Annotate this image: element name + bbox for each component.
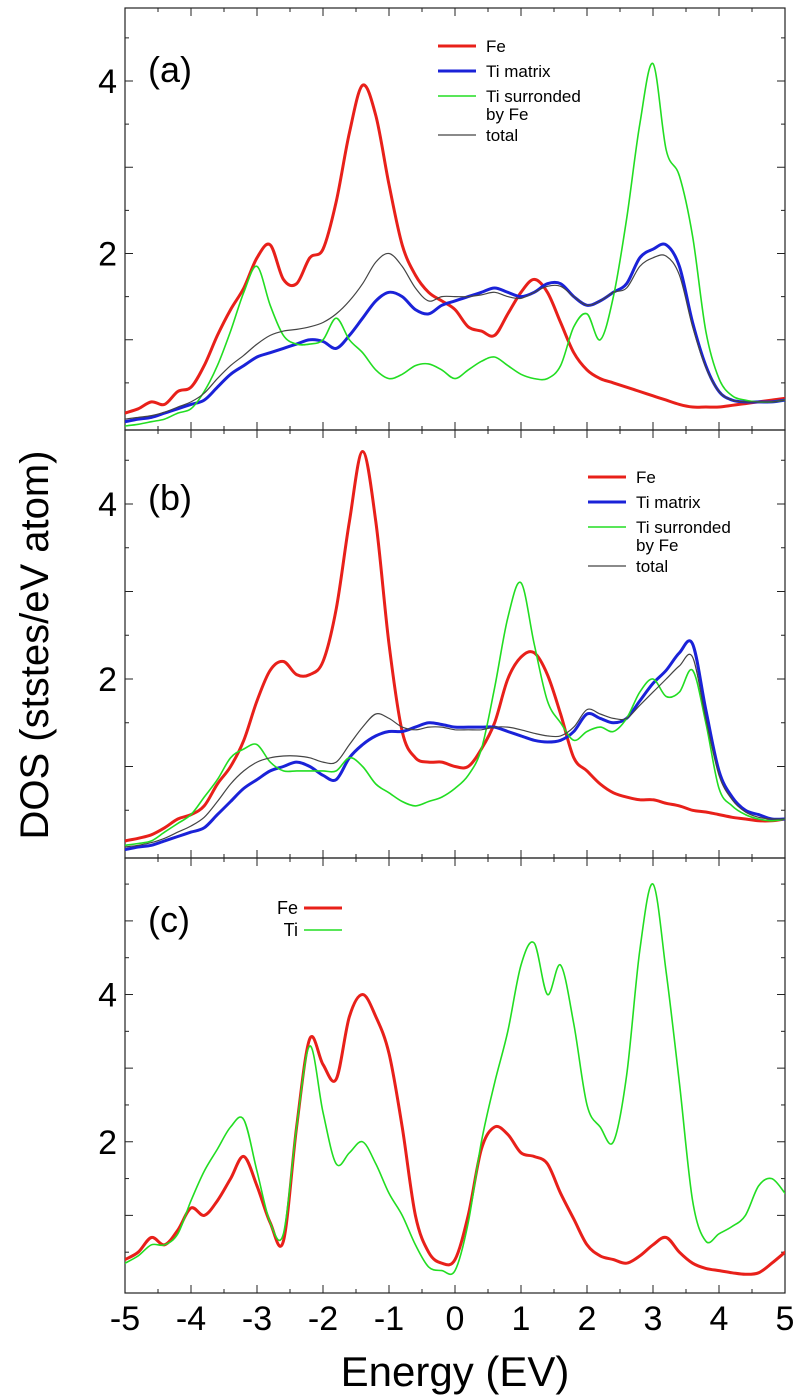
panel-label: (b) [148,477,192,518]
legend-label: Ti surronded [636,518,731,537]
series-line-ti-surronded-by-fe [125,62,785,427]
y-tick-label: 2 [98,661,117,699]
series-line-fe [125,83,785,415]
series-group [125,62,785,427]
y-tick-label: 2 [98,1124,117,1162]
x-tick-label: 4 [710,1300,729,1338]
x-tick-label: 3 [644,1300,663,1338]
x-tick-label: -3 [242,1300,272,1338]
legend-label: by Fe [486,105,529,124]
series-line-fe [125,993,785,1276]
panel-frame [124,857,786,1294]
legend-label: Ti [284,920,298,940]
series-line-fe [125,450,785,843]
y-tick-label: 4 [98,486,117,524]
legend-label: by Fe [636,536,679,555]
legend-label: total [636,557,668,576]
series-group [125,450,785,852]
x-tick-label: -4 [176,1300,206,1338]
y-axis-title: DOS (ststes/eV atom) [13,451,57,840]
legend-label: Ti matrix [636,493,701,512]
x-tick-label: 0 [446,1300,465,1338]
x-tick-label: 5 [776,1300,795,1338]
legend-label: Fe [636,468,656,487]
series-line-ti [125,883,785,1276]
panel-label: (c) [148,899,190,940]
panel-label: (a) [148,49,192,90]
y-tick-label: 4 [98,977,117,1015]
series-line-total [125,653,785,848]
x-tick-label: -2 [308,1300,338,1338]
series-line-ti-matrix [125,639,785,852]
series-line-total [125,252,785,420]
legend-label: total [486,126,518,145]
y-tick-label: 4 [98,63,117,101]
x-axis-title: Energy (EV) [341,1348,570,1395]
x-tick-label: 1 [512,1300,531,1338]
legend-label: Fe [486,37,506,56]
legend-label: Ti surronded [486,87,581,106]
legend-label: Fe [277,898,298,918]
series-group [125,883,785,1276]
x-tick-label: 2 [578,1300,597,1338]
series-line-ti-matrix [125,242,785,424]
x-tick-label: -5 [110,1300,140,1338]
legend-label: Ti matrix [486,62,551,81]
x-tick-label: -1 [374,1300,404,1338]
y-tick-label: 2 [98,236,117,274]
x-tick-labels: -5 -4 -3 -2 -1 0 1 2 3 4 5 [110,1300,795,1338]
series-line-ti-surronded-by-fe [125,581,785,847]
